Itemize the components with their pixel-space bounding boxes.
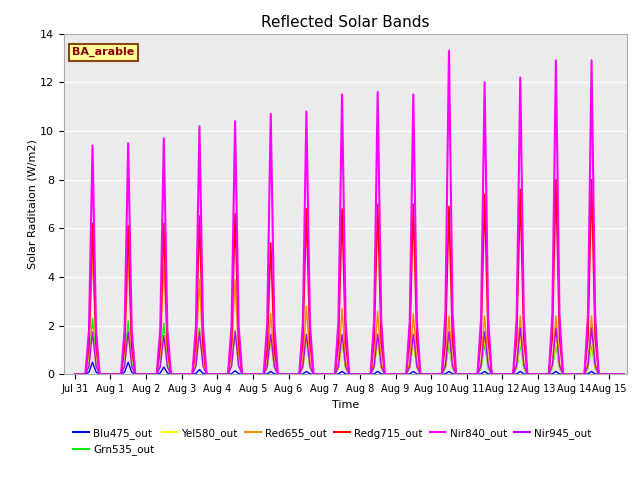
X-axis label: Time: Time: [332, 400, 359, 409]
Text: BA_arable: BA_arable: [72, 47, 134, 58]
Y-axis label: Solar Raditaion (W/m2): Solar Raditaion (W/m2): [28, 139, 37, 269]
Title: Reflected Solar Bands: Reflected Solar Bands: [261, 15, 430, 30]
Legend: Blu475_out, Grn535_out, Yel580_out, Red655_out, Redg715_out, Nir840_out, Nir945_: Blu475_out, Grn535_out, Yel580_out, Red6…: [69, 424, 595, 459]
